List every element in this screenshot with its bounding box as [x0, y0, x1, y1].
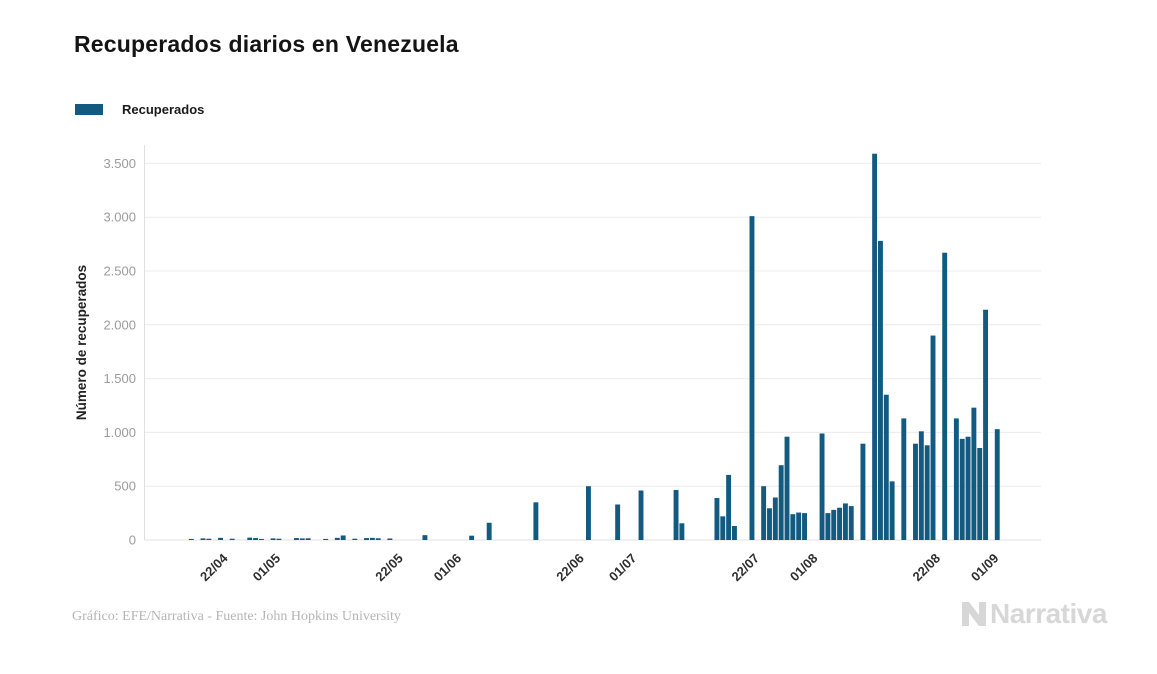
bar-19/04	[200, 538, 206, 540]
x-tick-label: 01/08	[787, 551, 821, 585]
bar-27/05	[422, 535, 428, 540]
bar-21/08	[924, 445, 930, 540]
y-tick-label: 1.000	[103, 425, 136, 440]
bar-22/07	[749, 216, 755, 540]
bar-27/08	[959, 438, 965, 540]
bar-03/08	[819, 433, 825, 540]
x-tick-label: 01/06	[431, 551, 465, 585]
source-credit: Gráfico: EFE/Narrativa - Fuente: John Ho…	[72, 609, 401, 624]
bar-13/08	[878, 240, 883, 540]
bar-22/04	[218, 537, 223, 540]
bar-06/05	[299, 538, 305, 540]
bar-19/07	[732, 526, 737, 540]
bar-25/07	[767, 508, 772, 540]
bar-01/05	[270, 538, 276, 540]
bar-26/08	[953, 418, 959, 540]
bar-31/08	[983, 309, 989, 540]
bar-24/08	[942, 252, 948, 540]
bar-15/05	[352, 538, 358, 540]
y-tick-label: 2.000	[103, 317, 136, 332]
bar-28/04	[253, 538, 259, 540]
bar-17/04	[188, 538, 194, 540]
bar-03/07	[638, 490, 644, 540]
legend-item-recuperados[interactable]: Recuperados	[75, 102, 204, 117]
bar-24/07	[761, 486, 767, 540]
bar-30/08	[977, 448, 983, 540]
bar-17/05	[364, 538, 369, 540]
bar-17/08	[901, 418, 907, 540]
bar-20/08	[918, 431, 924, 540]
bar-05/08	[831, 509, 837, 540]
narrativa-logo-icon	[962, 602, 986, 626]
x-tick-label: 01/07	[606, 551, 640, 585]
y-tick-label: 500	[114, 479, 136, 494]
bar-28/08	[965, 436, 971, 540]
x-tick-label: 22/07	[728, 551, 762, 585]
bar-15/06	[533, 502, 539, 540]
bar-10/08	[860, 443, 866, 540]
y-tick-label: 2.500	[103, 264, 136, 279]
bar-07/05	[305, 538, 311, 540]
bar-22/08	[930, 335, 936, 540]
bar-21/05	[387, 538, 393, 540]
bar-06/08	[837, 507, 843, 540]
x-tick-label: 01/09	[968, 551, 1002, 585]
y-tick-label: 3.500	[103, 156, 136, 171]
bar-16/07	[714, 498, 720, 540]
bar-20/04	[206, 538, 212, 540]
bar-28/07	[784, 436, 790, 540]
y-axis-title: Número de recuperados	[74, 265, 89, 420]
narrativa-logo-text: Narrativa	[990, 598, 1107, 629]
chart-title: Recuperados diarios en Venezuela	[74, 31, 459, 57]
narrativa-logo: Narrativa	[959, 598, 1107, 630]
bar-04/06	[469, 535, 475, 540]
bar-19/08	[913, 443, 918, 540]
bar-12/05	[334, 537, 340, 540]
bar-17/07	[720, 516, 726, 540]
bar-30/07	[796, 512, 802, 540]
bar-18/07	[726, 474, 732, 540]
x-tick-label: 22/06	[553, 551, 587, 585]
bar-15/08	[889, 481, 895, 540]
x-tick-label: 01/05	[250, 551, 284, 585]
bar-05/05	[294, 538, 299, 540]
bar-24/04	[229, 538, 235, 540]
bar-10/05	[323, 538, 329, 540]
bar-18/05	[369, 537, 375, 540]
bar-09/07	[673, 489, 679, 540]
bar-04/08	[825, 513, 831, 540]
bar-27/07	[778, 465, 784, 540]
bar-10/07	[679, 523, 685, 540]
bar-08/08	[848, 506, 854, 540]
y-tick-label: 1.500	[103, 371, 136, 386]
legend-swatch	[75, 104, 103, 115]
x-tick-label: 22/08	[910, 551, 944, 585]
x-tick-label: 22/05	[372, 551, 406, 585]
bar-24/06	[586, 486, 591, 540]
bar-13/05	[340, 535, 346, 540]
bar-07/06	[486, 522, 492, 540]
bar-29/08	[971, 407, 977, 540]
bar-29/04	[258, 538, 264, 540]
x-tick-label: 22/04	[197, 550, 231, 584]
bar-14/08	[883, 394, 889, 540]
bar-29/06	[615, 504, 621, 540]
bar-19/05	[375, 538, 381, 540]
bar-27/04	[247, 537, 253, 540]
bar-29/07	[790, 514, 796, 540]
bar-02/09	[994, 429, 1000, 540]
bar-12/08	[872, 153, 878, 540]
y-tick-label: 0	[129, 533, 136, 548]
legend-label: Recuperados	[122, 102, 205, 117]
bar-31/07	[802, 513, 807, 540]
y-tick-label: 3.000	[103, 210, 136, 225]
bar-26/07	[772, 497, 778, 540]
bar-02/05	[276, 538, 282, 540]
bar-07/08	[842, 503, 848, 540]
